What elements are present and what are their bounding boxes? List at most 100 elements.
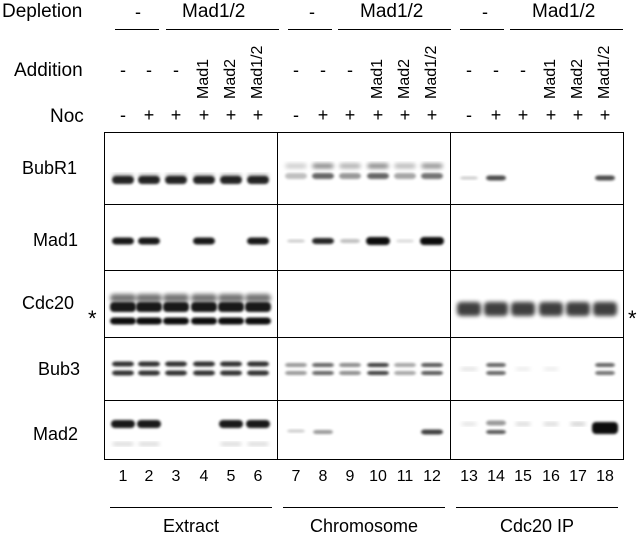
noc-lane-15: + bbox=[517, 105, 529, 125]
mad1-band-6 bbox=[247, 237, 269, 245]
cdc20-band-upper-6 bbox=[245, 294, 271, 302]
lane-number-4: 4 bbox=[199, 468, 209, 485]
bub3-band-lower-5 bbox=[220, 370, 242, 376]
mad2-ip-band-15 bbox=[515, 422, 531, 426]
row-label-mad1: Mad1 bbox=[33, 230, 79, 250]
noc-lane-6: + bbox=[252, 105, 264, 125]
lane-number-11: 11 bbox=[396, 468, 414, 485]
bub3-chrom-band-lower-11 bbox=[394, 371, 416, 375]
cdc20-band-5 bbox=[218, 302, 244, 312]
mad2-band-lower-2 bbox=[138, 442, 160, 446]
cdc20-ip-band-14 bbox=[484, 302, 508, 316]
bub3-ip-band-15 bbox=[515, 367, 531, 371]
lane-number-15: 15 bbox=[514, 468, 532, 485]
depletion-label: Depletion bbox=[2, 1, 83, 22]
mad2-ip-band-14 bbox=[486, 420, 506, 426]
bub3-chrom-band-12 bbox=[421, 363, 443, 367]
noc-lane-1: - bbox=[120, 105, 126, 125]
bubr1-band-upper-6 bbox=[247, 174, 269, 178]
noc-lane-7: - bbox=[293, 105, 299, 125]
cdc20-ip-band-13 bbox=[457, 302, 481, 316]
cdc20-ip-band-16 bbox=[539, 302, 563, 316]
bubr1-band-upper-2 bbox=[138, 174, 160, 178]
bub3-band-3 bbox=[165, 361, 187, 367]
lane-number-14: 14 bbox=[487, 468, 505, 485]
mad1-chrom-band-9 bbox=[340, 239, 360, 243]
lane-number-18: 18 bbox=[596, 468, 614, 485]
row-label-cdc20: Cdc20 bbox=[22, 293, 75, 313]
bub3-band-1 bbox=[112, 361, 134, 367]
cdc20-band-upper-4 bbox=[191, 294, 217, 302]
noc-lane-5: + bbox=[225, 105, 237, 125]
bubr1-ip-band-13 bbox=[460, 176, 478, 180]
bubr1-chrom-band-12 bbox=[421, 173, 443, 179]
bub3-chrom-band-lower-7 bbox=[285, 371, 307, 375]
mad1-band-2 bbox=[138, 237, 160, 245]
depletion-underline-4 bbox=[338, 29, 451, 30]
cdc20-band-upper-2 bbox=[136, 294, 162, 302]
noc-lane-8: + bbox=[317, 105, 329, 125]
addition-lane-15: - bbox=[520, 60, 526, 80]
mad1-band-4 bbox=[193, 237, 215, 245]
addition-label: Addition bbox=[14, 60, 83, 81]
mad2-chrom-band-12 bbox=[421, 429, 443, 435]
bubr1-band-upper-5 bbox=[220, 174, 242, 178]
row-divider-3 bbox=[104, 337, 624, 338]
addition-lane-7: - bbox=[293, 60, 299, 80]
lane-number-5: 5 bbox=[226, 468, 236, 485]
lane-number-8: 8 bbox=[318, 468, 328, 485]
mad1-chrom-band-10 bbox=[366, 237, 390, 245]
section-line-chromosome bbox=[283, 507, 445, 508]
bub3-chrom-band-lower-12 bbox=[421, 371, 443, 375]
cdc20-band-lower-3 bbox=[163, 317, 189, 325]
mad2-band-1 bbox=[111, 420, 135, 428]
depletion-group-1: - bbox=[135, 2, 141, 22]
asterisk-left: * bbox=[88, 306, 97, 331]
addition-lane-8: - bbox=[320, 60, 326, 80]
bubr1-chrom-band-8 bbox=[312, 173, 334, 179]
bubr1-chrom-band-upper-10 bbox=[367, 163, 389, 169]
bubr1-chrom-band-upper-8 bbox=[312, 163, 334, 169]
bub3-band-4 bbox=[193, 361, 215, 367]
row-divider-1 bbox=[104, 204, 624, 205]
mad2-chrom-band-8 bbox=[313, 430, 333, 434]
bub3-chrom-band-8 bbox=[312, 363, 334, 367]
lane-number-1: 1 bbox=[118, 468, 128, 485]
row-label-bubr1: BubR1 bbox=[22, 158, 78, 178]
noc-lane-11: + bbox=[399, 105, 411, 125]
cdc20-band-lower-2 bbox=[136, 317, 162, 325]
section-line-extract bbox=[110, 507, 272, 508]
depletion-underline-6 bbox=[510, 29, 623, 30]
mad2-band-6 bbox=[246, 420, 270, 428]
depletion-group-4: Mad1/2 bbox=[360, 1, 424, 22]
depletion-underline-3 bbox=[288, 29, 332, 30]
cdc20-band-upper-1 bbox=[110, 294, 136, 302]
lane-number-6: 6 bbox=[253, 468, 263, 485]
depletion-group-2: Mad1/2 bbox=[182, 1, 246, 22]
noc-lane-4: + bbox=[198, 105, 210, 125]
noc-lane-13: - bbox=[466, 105, 472, 125]
row-divider-4 bbox=[104, 400, 624, 401]
bubr1-chrom-band-7 bbox=[285, 173, 307, 179]
addition-lane-2: - bbox=[146, 60, 152, 80]
mad2-ip-band-18 bbox=[592, 422, 618, 434]
bub3-ip-band-lower-14 bbox=[486, 371, 506, 375]
bub3-chrom-band-9 bbox=[339, 363, 361, 367]
addition-lane-13: - bbox=[466, 60, 472, 80]
bub3-band-lower-6 bbox=[247, 370, 269, 376]
bub3-chrom-band-10 bbox=[367, 363, 389, 367]
mad2-band-lower-6 bbox=[247, 442, 269, 446]
noc-lane-16: + bbox=[545, 105, 557, 125]
mad1-chrom-band-11 bbox=[396, 239, 414, 243]
noc-lane-14: + bbox=[490, 105, 502, 125]
noc-lane-9: + bbox=[344, 105, 356, 125]
bubr1-chrom-band-11 bbox=[394, 173, 416, 179]
bub3-band-lower-2 bbox=[138, 370, 160, 376]
bub3-band-lower-1 bbox=[112, 370, 134, 376]
cdc20-band-lower-5 bbox=[218, 317, 244, 325]
depletion-underline-2 bbox=[166, 29, 279, 30]
bub3-chrom-band-lower-9 bbox=[339, 371, 361, 375]
panel-divider-1 bbox=[277, 132, 278, 460]
cdc20-band-lower-1 bbox=[110, 317, 136, 325]
